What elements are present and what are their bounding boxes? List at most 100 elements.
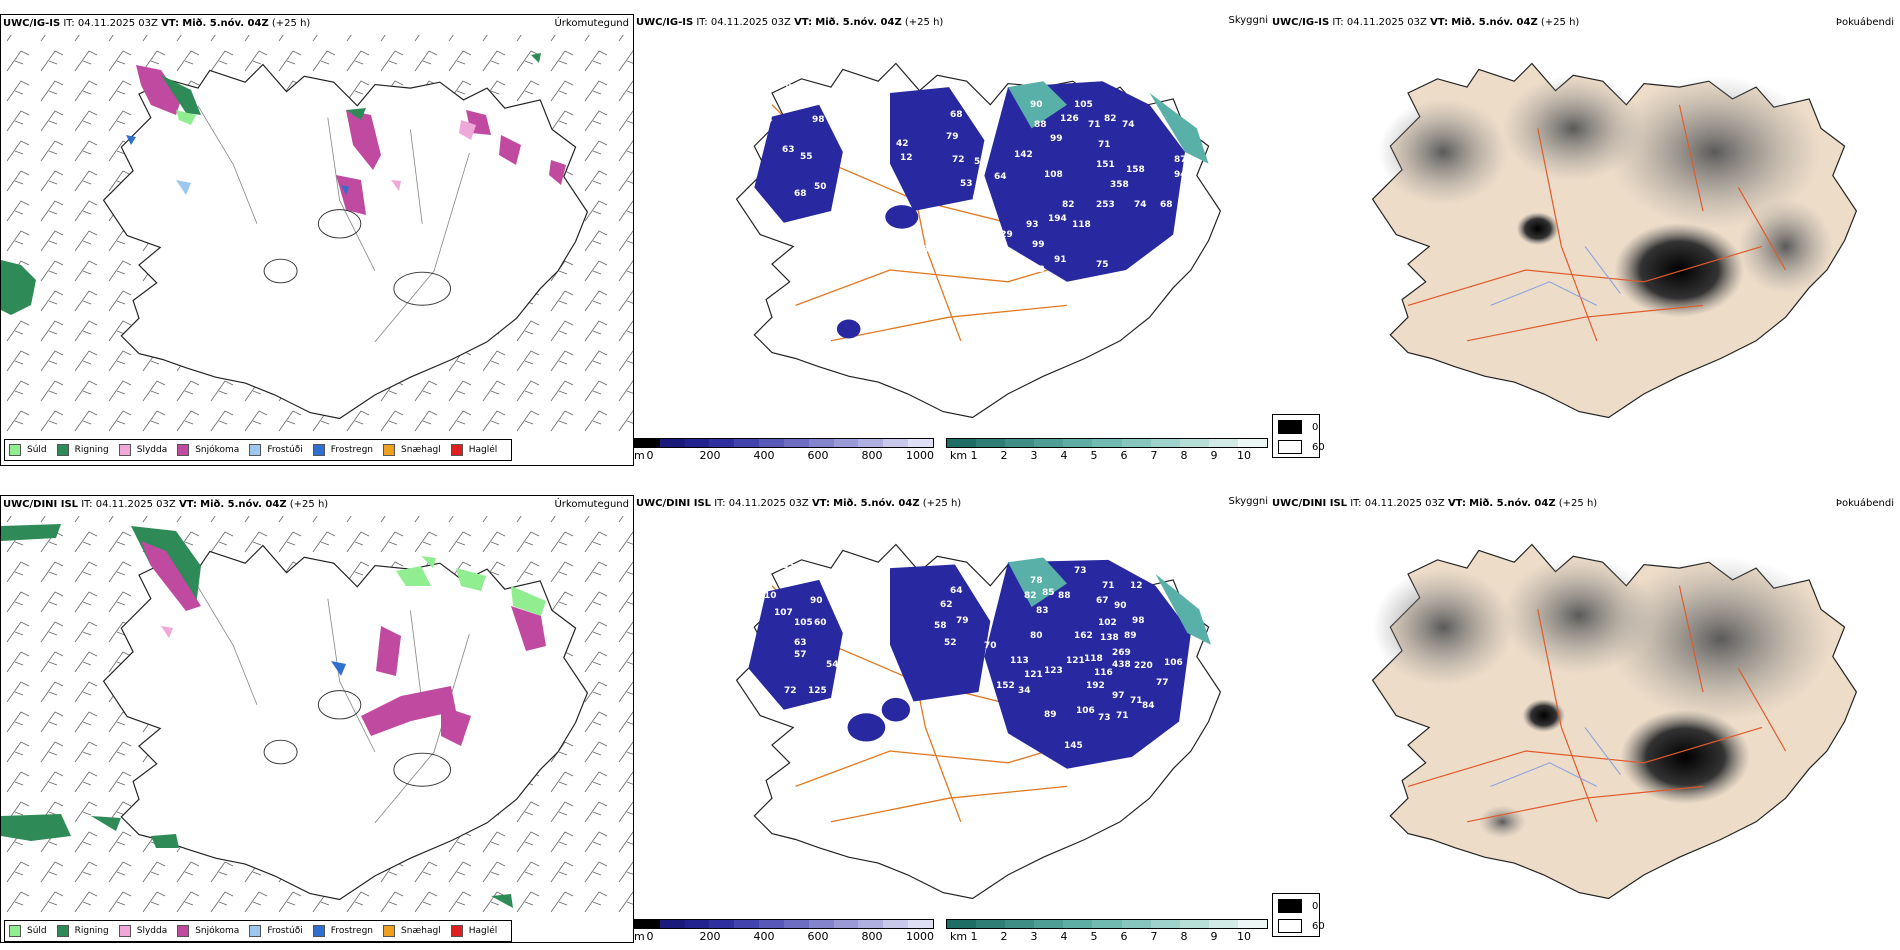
svg-text:118: 118: [1084, 654, 1103, 664]
svg-text:90: 90: [1030, 100, 1043, 110]
precip-label-bottom: Úrkomutegund: [554, 499, 629, 510]
svg-text:116: 116: [1094, 668, 1113, 678]
svg-text:78: 78: [779, 80, 792, 90]
svg-text:12: 12: [1130, 581, 1143, 591]
svg-text:192: 192: [1086, 681, 1105, 691]
legend-item: Snæhagl: [383, 444, 441, 456]
svg-text:85: 85: [782, 561, 795, 571]
cloud-panel-top: UWC/IG-IS IT: 04.11.2025 03Z VT: Mið. 5.…: [634, 14, 1270, 466]
svg-text:50: 50: [814, 182, 827, 192]
svg-text:151: 151: [1096, 160, 1115, 170]
svg-text:90: 90: [810, 596, 823, 606]
legend-item: Haglél: [450, 444, 497, 456]
svg-text:52: 52: [944, 638, 957, 648]
svg-text:82: 82: [1104, 114, 1117, 124]
svg-text:99: 99: [1032, 240, 1045, 250]
svg-text:71: 71: [1098, 140, 1111, 150]
cloud-title-bottom: UWC/DINI ISL IT: 04.11.2025 03Z VT: Mið.…: [636, 498, 962, 509]
legend-item: Frostregn: [312, 925, 373, 937]
svg-text:75: 75: [1096, 260, 1109, 270]
precip-map-top: [1, 35, 633, 435]
svg-text:105: 105: [794, 618, 813, 628]
svg-text:60: 60: [814, 618, 827, 628]
svg-text:72: 72: [952, 155, 965, 165]
precip-panel-top: UWC/IG-IS IT: 04.11.2025 03Z VT: Mið. 5.…: [0, 14, 634, 466]
svg-text:98: 98: [812, 115, 825, 125]
legend-item: Snjókoma: [177, 925, 239, 937]
svg-text:84: 84: [1142, 701, 1155, 711]
svg-text:358: 358: [1110, 180, 1129, 190]
legend-item: Snjókoma: [177, 444, 239, 456]
svg-text:66: 66: [808, 568, 821, 578]
cloud-map-top: 78 81 54 98 79 63 55 50 68 42 12 68 79 7…: [736, 62, 1221, 419]
fog-title-bottom: UWC/DINI ISL IT: 04.11.2025 03Z VT: Mið.…: [1272, 498, 1598, 509]
svg-text:10: 10: [764, 591, 777, 601]
svg-text:64: 64: [994, 172, 1007, 182]
svg-text:78: 78: [1030, 576, 1043, 586]
svg-text:83: 83: [1036, 606, 1049, 616]
svg-text:65: 65: [974, 583, 987, 593]
cloud-colorbar-bottom: m 0 200 400 600 800 1000: [634, 919, 934, 943]
legend-item: Rigning: [56, 444, 109, 456]
cloud-colorbar-top: m 0 200 400 600 800 1000: [634, 438, 934, 464]
svg-text:99: 99: [1050, 134, 1063, 144]
svg-text:89: 89: [1124, 631, 1137, 641]
svg-text:73: 73: [1098, 713, 1111, 723]
fog-map-bottom: [1372, 543, 1857, 900]
vis-colorbar-bottom: km 1 2 3 4 5 6 7 8 9 10: [946, 919, 1268, 943]
svg-text:71: 71: [1088, 120, 1101, 130]
svg-text:72: 72: [784, 686, 797, 696]
svg-text:54: 54: [826, 660, 839, 670]
svg-text:68: 68: [794, 189, 807, 199]
svg-text:80: 80: [1030, 631, 1043, 641]
svg-text:88: 88: [1034, 120, 1047, 130]
precip-map-bottom: [1, 516, 633, 916]
fog-legend-bottom: 0 60: [1272, 893, 1325, 937]
svg-text:123: 123: [1044, 666, 1063, 676]
svg-text:89: 89: [1044, 710, 1057, 720]
svg-text:94: 94: [1174, 170, 1187, 180]
svg-text:71: 71: [1130, 696, 1143, 706]
svg-text:91: 91: [1054, 255, 1067, 265]
svg-text:58: 58: [934, 621, 947, 631]
svg-text:64: 64: [950, 586, 963, 596]
fog-label-top: Þokuábendi: [1835, 17, 1894, 28]
svg-text:70: 70: [984, 641, 997, 651]
svg-text:68: 68: [950, 110, 963, 120]
fog-label-bottom: Þokuábendi: [1835, 498, 1894, 509]
cloud-labels-bottom: 85 66 10 90 107 105 60 63 57 54 72 125 6…: [764, 561, 1183, 751]
legend-item: Slydda: [118, 444, 167, 456]
svg-text:102: 102: [1098, 618, 1117, 628]
precip-legend-bottom: Súld Rigning Slydda Snjókoma Frostúði Fr…: [4, 920, 513, 942]
svg-text:62: 62: [940, 600, 953, 610]
svg-text:93: 93: [1026, 220, 1039, 230]
svg-text:86: 86: [942, 385, 955, 395]
precip-cells-bottom: [1, 524, 546, 908]
svg-text:145: 145: [1064, 741, 1083, 751]
svg-text:106: 106: [1164, 658, 1183, 668]
fog-legend-top: 0 60: [1272, 414, 1325, 458]
svg-text:54: 54: [760, 115, 773, 125]
svg-text:42: 42: [896, 139, 909, 149]
svg-text:63: 63: [782, 145, 795, 155]
legend-item: Frostúði: [249, 925, 303, 937]
svg-text:152: 152: [996, 681, 1015, 691]
svg-text:85: 85: [1042, 588, 1055, 598]
svg-text:63: 63: [794, 638, 807, 648]
svg-text:194: 194: [1048, 214, 1067, 224]
svg-text:88: 88: [1058, 591, 1071, 601]
svg-text:98: 98: [1132, 616, 1145, 626]
svg-text:74: 74: [1122, 120, 1135, 130]
legend-item: Rigning: [56, 925, 109, 937]
svg-text:79: 79: [956, 616, 969, 626]
legend-item: Haglél: [450, 925, 497, 937]
svg-text:118: 118: [1072, 220, 1091, 230]
svg-text:87: 87: [1174, 155, 1187, 165]
fog-panel-top: UWC/IG-IS IT: 04.11.2025 03Z VT: Mið. 5.…: [1270, 14, 1900, 466]
svg-text:59: 59: [974, 157, 987, 167]
svg-text:107: 107: [774, 608, 793, 618]
cloud-label-top: Skyggni: [1228, 15, 1268, 26]
cloud-panel-bottom: UWC/DINI ISL IT: 04.11.2025 03Z VT: Mið.…: [634, 495, 1270, 943]
fog-map-top: [1372, 62, 1857, 419]
precip-panel-bottom: UWC/DINI ISL IT: 04.11.2025 03Z VT: Mið.…: [0, 495, 634, 943]
